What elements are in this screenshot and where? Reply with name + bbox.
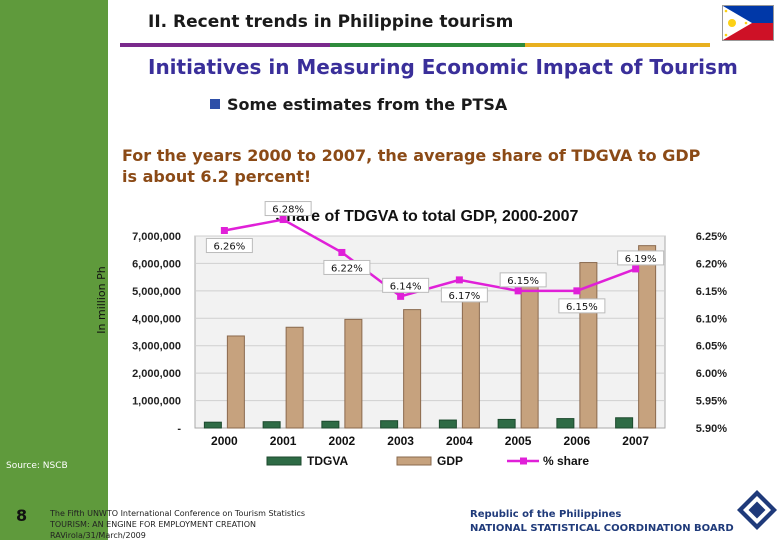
legend-share-label: % share — [543, 454, 589, 468]
share-label-box — [617, 250, 665, 266]
share-data-label: 6.14% — [390, 281, 422, 292]
checkbox-bullet-icon — [210, 99, 220, 109]
legend-gdp-swatch — [396, 456, 432, 466]
legend-gdp-label: GDP — [437, 454, 463, 468]
x-tick-label: 2007 — [622, 434, 649, 448]
source-note: Source: NSCB — [6, 461, 68, 471]
tdgva-bar — [380, 420, 399, 429]
gdp-bar — [403, 309, 422, 429]
gdp-bar — [520, 278, 539, 429]
green-sidebar — [0, 0, 108, 540]
header-rule-purple — [120, 43, 330, 47]
y-left-tick-label: 4,000,000 — [132, 313, 181, 325]
gdp-bar — [285, 326, 304, 429]
y-right-tick-label: 6.25% — [696, 231, 727, 243]
y-right-tick-label: 6.20% — [696, 258, 727, 270]
share-line — [224, 218, 637, 298]
tdgva-bar — [615, 417, 634, 429]
y-left-tick-label: 7,000,000 — [132, 231, 181, 243]
share-data-label: 6.15% — [566, 302, 598, 313]
x-tick-label: 2005 — [505, 434, 532, 448]
bullet-text: Some estimates from the PTSA — [227, 95, 508, 114]
board-label: NATIONAL STATISTICAL COORDINATION BOARD — [470, 523, 734, 534]
legend-share-marker — [520, 457, 527, 465]
share-label-box — [499, 272, 547, 288]
conference-line-3: RAVirola/31/March/2009 — [50, 531, 146, 540]
share-data-label: 6.28% — [272, 205, 304, 216]
y-axis-label: In million Ph — [95, 266, 108, 333]
x-tick-label: 2002 — [329, 434, 356, 448]
tdgva-share-chart: Share of TDGVA to total GDP, 2000-2007 I… — [95, 201, 727, 468]
y-right-tick-label: 6.05% — [696, 341, 727, 353]
share-label-box — [382, 277, 430, 293]
share-label-box — [558, 298, 606, 314]
y-left-tick-label: 6,000,000 — [132, 258, 181, 270]
y-right-tick-label: 5.90% — [696, 423, 727, 435]
nscb-logo-icon — [737, 490, 777, 530]
y-left-tick-label: - — [177, 423, 181, 435]
y-right-tick-label: 6.00% — [696, 368, 727, 380]
tdgva-bar — [321, 420, 340, 429]
header-rule-yellow — [525, 43, 710, 47]
tdgva-bar — [497, 418, 516, 429]
tdgva-bar — [556, 418, 575, 429]
share-data-label: 6.22% — [331, 263, 363, 274]
header-rule-green — [330, 43, 525, 47]
tdgva-bar — [203, 421, 222, 429]
agency-name: Republic of the Philippines NATIONAL STA… — [470, 508, 734, 536]
chart-title: Share of TDGVA to total GDP, 2000-2007 — [276, 208, 579, 225]
share-point — [338, 248, 346, 256]
y-right-tick-label: 6.10% — [696, 313, 727, 325]
share-point — [455, 276, 463, 284]
republic-label: Republic of the Philippines — [470, 509, 622, 520]
philippine-flag-icon — [722, 5, 774, 41]
share-label-box — [440, 287, 488, 303]
share-data-label: 6.19% — [625, 254, 657, 265]
share-label-box — [264, 201, 312, 217]
tdgva-bar — [262, 421, 281, 429]
y-left-tick-label: 2,000,000 — [132, 368, 181, 380]
share-point — [220, 227, 228, 235]
y-left-tick-label: 1,000,000 — [132, 396, 181, 408]
share-point — [279, 216, 287, 224]
x-tick-label: 2006 — [564, 434, 591, 448]
y-left-tick-label: 3,000,000 — [132, 341, 181, 353]
share-label-box — [205, 238, 253, 254]
page-title: Initiatives in Measuring Economic Impact… — [148, 55, 738, 79]
share-point — [514, 287, 522, 295]
share-point — [397, 292, 405, 300]
share-data-label: 6.15% — [507, 276, 539, 287]
x-tick-label: 2001 — [270, 434, 297, 448]
conference-line-1: The Fifth UNWTO International Conference… — [50, 509, 306, 518]
section-title: II. Recent trends in Philippine tourism — [148, 12, 514, 32]
gdp-bar — [638, 245, 657, 429]
share-data-label: 6.17% — [448, 291, 480, 302]
share-point — [573, 287, 581, 295]
conference-info: The Fifth UNWTO International Conference… — [50, 508, 380, 541]
y-right-tick-label: 6.15% — [696, 286, 727, 298]
x-tick-label: 2000 — [211, 434, 238, 448]
tdgva-bar — [438, 419, 457, 429]
page-number: 8 — [16, 506, 28, 525]
y-right-tick-label: 5.95% — [696, 396, 727, 408]
share-label-box — [323, 259, 371, 275]
x-tick-label: 2004 — [446, 434, 473, 448]
share-data-label: 6.26% — [213, 242, 245, 253]
y-left-tick-label: 5,000,000 — [132, 286, 181, 298]
gdp-bar — [226, 335, 245, 429]
bullet-point: Some estimates from the PTSA — [210, 95, 507, 114]
gdp-bar — [461, 293, 480, 429]
highlight-text: For the years 2000 to 2007, the average … — [122, 146, 701, 186]
share-point — [632, 265, 640, 273]
x-tick-label: 2003 — [387, 434, 414, 448]
legend-tdgva-label: TDGVA — [307, 454, 348, 468]
legend-tdgva-swatch — [266, 456, 302, 466]
conference-line-2: TOURISM: AN ENGINE FOR EMPLOYMENT CREATI… — [50, 520, 257, 529]
gdp-bar — [344, 318, 363, 429]
